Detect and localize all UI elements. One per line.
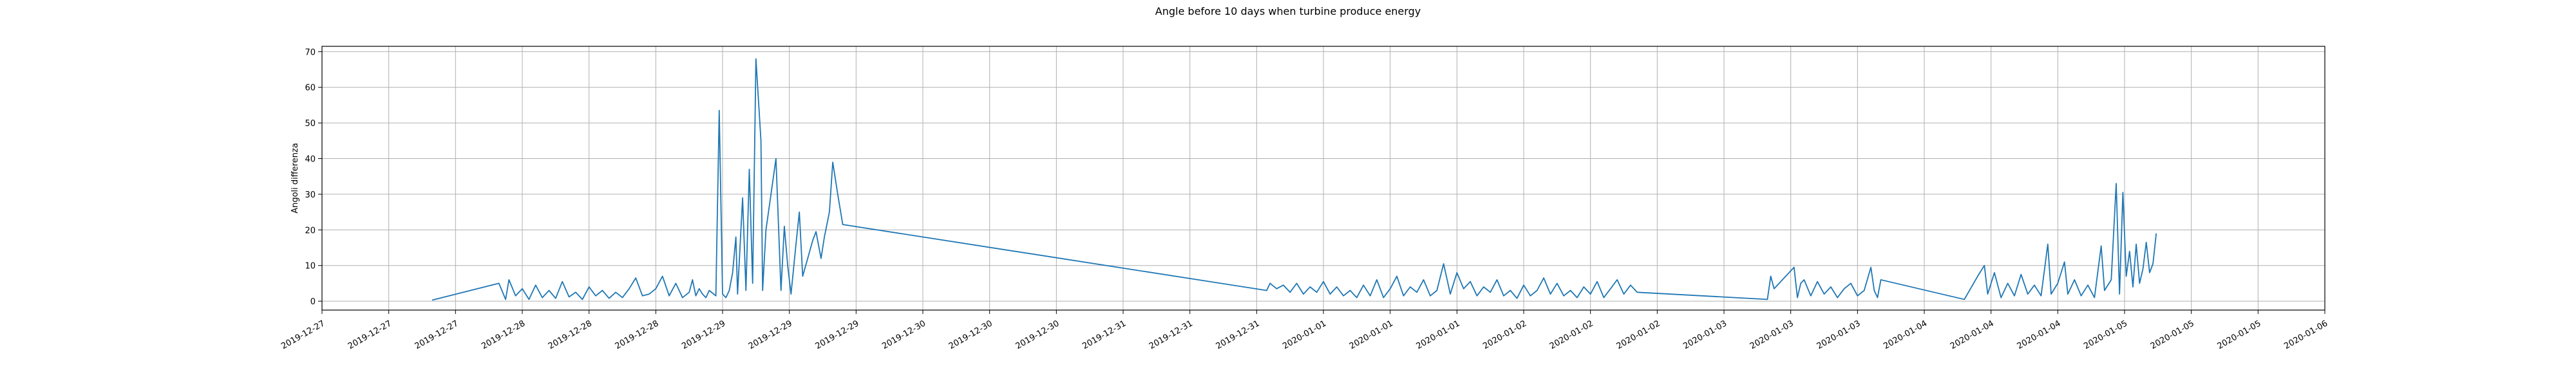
y-tick-label: 50 <box>305 119 316 129</box>
y-tick-label: 0 <box>310 297 316 307</box>
series-group <box>431 58 2157 301</box>
chart-title: Angle before 10 days when turbine produc… <box>1155 5 1421 17</box>
y-tick-label: 30 <box>305 190 316 200</box>
y-tick-label: 40 <box>305 155 316 165</box>
y-tick-label: 70 <box>305 48 316 57</box>
y-tick-label: 10 <box>305 262 316 271</box>
series-line <box>431 58 2157 301</box>
y-axis-label: Angoli differenza <box>290 143 300 214</box>
y-axis: 0 10 20 30 40 50 60 70 <box>305 48 322 307</box>
y-tick-label: 60 <box>305 84 316 93</box>
y-tick-label: 20 <box>305 226 316 235</box>
